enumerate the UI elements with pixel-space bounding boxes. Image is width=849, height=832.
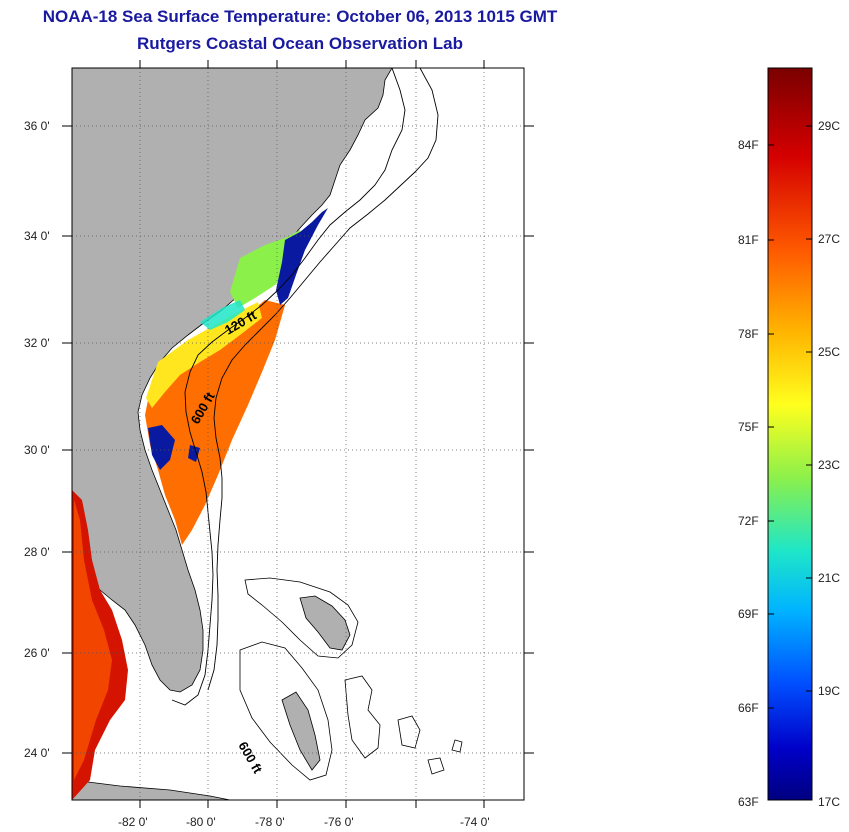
sst-coastal-blue-patches [148,425,200,470]
map-subtitle: Rutgers Coastal Ocean Observation Lab [137,34,463,53]
lat-label-26: 26 0' [24,646,50,660]
sst-swath-yellow [146,302,262,408]
map-title: NOAA-18 Sea Surface Temperature: October… [42,7,558,26]
depth-contour-120ft [171,68,406,706]
cb-label-66f: 66F [738,701,759,715]
cb-label-69f: 69F [738,607,759,621]
colorbar-ticks [768,125,812,709]
land-bahamas-andros [281,691,321,771]
cb-label-63f: 63F [738,795,759,809]
cb-label-29c: 29C [818,119,840,133]
sst-swath-orange [145,300,285,545]
cb-label-21c: 21C [818,571,840,585]
land-us-east-coast [72,68,393,693]
lon-label-80: -80 0' [186,815,216,829]
frame-ticks [62,60,534,808]
lat-label-32: 32 0' [24,336,50,350]
land-bahamas-north [299,595,351,651]
lat-label-34: 34 0' [24,229,50,243]
cb-label-27c: 27C [818,232,840,246]
lat-label-30: 30 0' [24,443,50,457]
lon-label-74: -74 0' [460,815,490,829]
lat-label-28: 28 0' [24,545,50,559]
cb-label-75f: 75F [738,420,759,434]
bank-outline-2 [239,641,333,781]
cb-label-19c: 19C [818,684,840,698]
colorbar [767,67,813,801]
lon-label-76: -76 0' [324,815,354,829]
land-south-florida-strip [72,779,231,800]
bank-outline-4 [397,715,463,775]
cb-label-72f: 72F [738,514,759,528]
sst-gulf-highlight [74,500,112,780]
sst-swath-blue [276,208,328,305]
cb-label-84f: 84F [738,138,759,152]
lat-label-24: 24 0' [24,746,50,760]
cb-label-81f: 81F [738,233,759,247]
map-frame [71,67,525,801]
cb-label-17c: 17C [818,795,840,809]
cb-label-25c: 25C [818,345,840,359]
map-grid [72,68,524,800]
cb-label-78f: 78F [738,327,759,341]
bank-outline-3 [344,675,381,759]
depth-contour-600ft [207,68,439,691]
sst-swath-cyan [200,300,245,330]
bank-outline-1 [244,577,359,659]
lon-label-78: -78 0' [255,815,285,829]
cb-label-23c: 23C [818,458,840,472]
lat-label-36: 36 0' [24,119,50,133]
lon-label-82: -82 0' [118,815,148,829]
